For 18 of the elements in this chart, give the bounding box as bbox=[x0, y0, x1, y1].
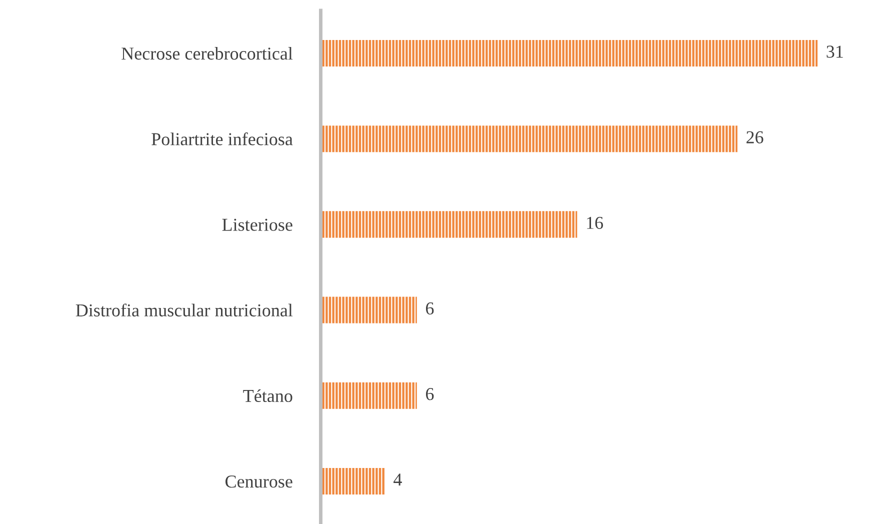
bar bbox=[320, 40, 818, 67]
data-label: 16 bbox=[587, 216, 604, 229]
bar bbox=[320, 468, 385, 494]
y-tick-label: Necrose cerebrocortical bbox=[122, 47, 293, 60]
y-tick-label: Tétano bbox=[243, 389, 292, 402]
data-label: 4 bbox=[394, 474, 402, 486]
y-tick-label: Listeriose bbox=[222, 218, 292, 231]
bar bbox=[320, 126, 738, 152]
data-label: 26 bbox=[746, 131, 764, 144]
data-label: 31 bbox=[826, 46, 843, 58]
data-label: 6 bbox=[426, 388, 434, 400]
bar bbox=[320, 211, 578, 238]
bar bbox=[320, 296, 417, 324]
y-tick-label: Distrofia muscular nutricional bbox=[76, 304, 293, 316]
y-tick-label: Cenurose bbox=[226, 476, 292, 488]
data-label: 6 bbox=[426, 302, 434, 315]
y-tick-label: Poliartrite infeciosa bbox=[152, 132, 293, 146]
bar bbox=[320, 382, 417, 409]
